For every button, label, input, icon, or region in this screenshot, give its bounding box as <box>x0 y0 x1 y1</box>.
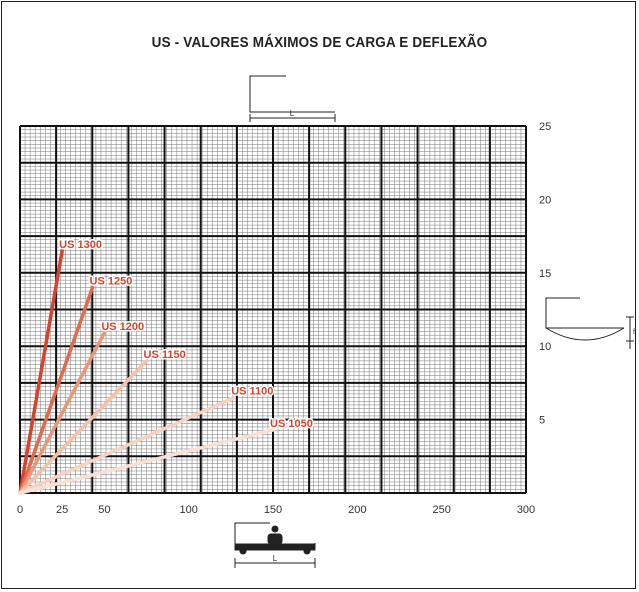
y-tick-label: 5 <box>539 415 545 427</box>
y-tick-label: 10 <box>539 341 551 353</box>
series-label: US 1050 <box>270 418 313 430</box>
series-label: US 1100 <box>231 386 273 398</box>
series-line <box>18 331 107 495</box>
cantilever-beam-icon: L <box>249 75 336 122</box>
x-tick-label: 300 <box>517 504 535 516</box>
x-tick-label: 150 <box>264 504 282 516</box>
beam-point-load-icon: L <box>234 522 316 568</box>
y-axis-ticks: 5 10 15 20 25 <box>539 121 551 427</box>
series-label: US 1300 <box>59 239 102 251</box>
x-tick-label: 100 <box>179 504 197 516</box>
series-label: US 1150 <box>144 349 186 361</box>
series-line <box>18 359 149 495</box>
grid <box>19 125 527 494</box>
y-tick-label: 20 <box>539 194 551 206</box>
series-line <box>18 249 64 495</box>
chart-title: US - VALORES MÁXIMOS DE CARGA E DEFLEXÃO <box>151 34 488 51</box>
x-tick-label: 50 <box>98 504 110 516</box>
y-tick-label: 15 <box>539 268 551 280</box>
series-label: US 1200 <box>101 321 144 333</box>
series-line <box>18 395 236 495</box>
series-labels: US 1300 US 1250 US 1200 US 1150 US 1100 US 10… <box>58 237 315 431</box>
top-span-label: L <box>290 109 295 118</box>
bottom-span-label: L <box>273 554 278 563</box>
x-tick-label: 25 <box>56 504 68 516</box>
x-axis-ticks: 0 25 50 100 150 200 250 300 <box>17 504 535 516</box>
x-tick-label: 250 <box>432 504 450 516</box>
x-tick-label: 200 <box>348 504 366 516</box>
x-tick-label: 0 <box>17 504 23 516</box>
series-line <box>18 428 275 495</box>
series-lines <box>18 249 275 495</box>
series-label: US 1250 <box>90 275 133 287</box>
series-line <box>18 285 95 495</box>
y-tick-label: 25 <box>539 121 551 133</box>
deflection-icon: f <box>545 297 635 349</box>
deflection-label: f <box>633 329 635 336</box>
